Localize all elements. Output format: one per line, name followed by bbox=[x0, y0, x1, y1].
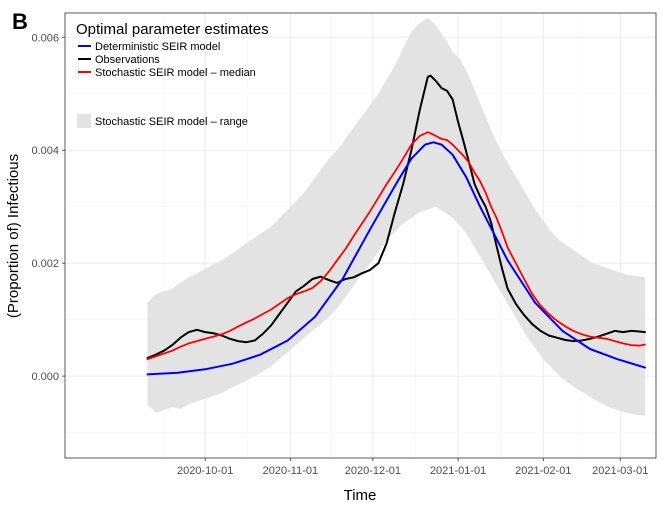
legend-label-deterministic: Deterministic SEIR model bbox=[95, 41, 220, 53]
legend-title: Optimal parameter estimates bbox=[76, 21, 269, 38]
plot-panel bbox=[64, 12, 657, 459]
series-median-line bbox=[146, 131, 646, 361]
legend-label-range: Stochastic SEIR model – range bbox=[95, 116, 248, 128]
x-tick-label: 2021-03-01 bbox=[592, 465, 648, 477]
x-tick-label: 2020-12-01 bbox=[345, 465, 401, 477]
y-tick-label: 0.002 bbox=[31, 258, 59, 270]
legend-label-median: Stochastic SEIR model – median bbox=[95, 67, 256, 79]
y-tick-label: 0.000 bbox=[31, 371, 59, 383]
panel-label: B bbox=[12, 9, 28, 34]
legend: Optimal parameter estimates Deterministi… bbox=[76, 21, 269, 128]
x-tick-label: 2020-11-01 bbox=[263, 465, 318, 477]
legend-label-observations: Observations bbox=[95, 54, 160, 66]
series-deterministic-line bbox=[146, 141, 646, 376]
series-layer bbox=[146, 17, 646, 416]
y-tick-label: 0.006 bbox=[31, 32, 59, 44]
x-axis: 2020-10-01 2020-11-01 2020-12-01 2021-01-01… bbox=[177, 458, 648, 477]
series-range-ribbon bbox=[147, 17, 645, 416]
x-tick-label: 2021-02-01 bbox=[515, 465, 571, 477]
plot-border bbox=[64, 12, 657, 459]
legend-key-range bbox=[77, 114, 91, 128]
x-axis-title: Time bbox=[344, 487, 377, 504]
y-axis: 0.000 0.002 0.004 0.006 bbox=[31, 32, 65, 383]
y-tick-label: 0.004 bbox=[31, 145, 59, 157]
x-tick-label: 2020-10-01 bbox=[177, 465, 233, 477]
series-observations-line bbox=[146, 74, 646, 359]
y-axis-title: (Proportion of) Infectious bbox=[5, 154, 22, 318]
x-tick-label: 2021-01-01 bbox=[430, 465, 486, 477]
